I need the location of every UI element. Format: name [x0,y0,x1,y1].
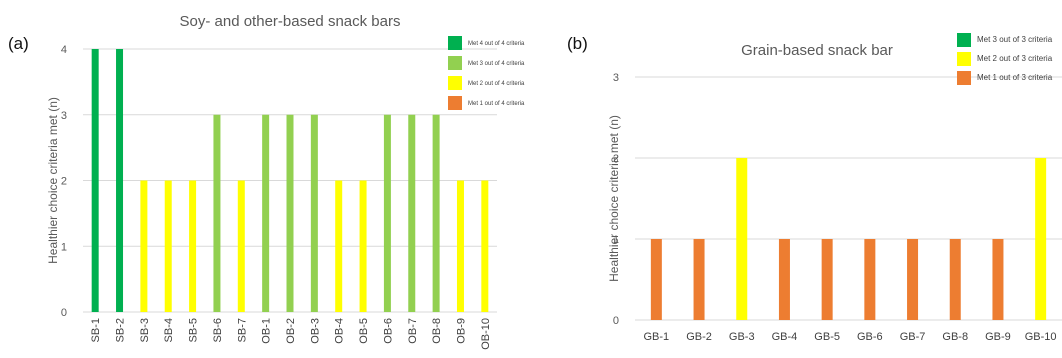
a-y-axis-label: Healthier choice criteria met (n) [46,97,60,264]
a-bar-ob-2 [286,114,294,312]
a-bar-ob-5 [359,180,367,312]
a-bar-ob-4 [335,180,343,312]
panel-label-a: (a) [8,34,29,53]
b-y-tick-label: 3 [613,72,619,84]
b-bar-gb-5 [821,239,833,320]
b-x-tick-label: GB-6 [857,331,883,343]
a-bar-sb-5 [189,180,197,312]
a-y-tick-label: 1 [61,241,67,253]
a-x-tick-label: OB-2 [285,318,297,344]
b-y-axis-label: Healthier choice criteria met (n) [607,115,621,282]
a-bar-sb-6 [213,114,221,312]
a-x-tick-label: OB-10 [480,318,492,350]
b-legend-label: Met 3 out of 3 criteria [977,35,1053,44]
b-x-tick-label: GB-3 [729,331,755,343]
a-x-tick-label: SB-5 [188,318,200,342]
a-x-tick-label: OB-8 [431,318,443,344]
b-x-tick-label: GB-2 [686,331,712,343]
b-legend-label: Met 2 out of 3 criteria [977,54,1053,63]
a-x-tick-label: OB-9 [455,318,467,344]
b-bar-gb-8 [949,239,961,320]
a-x-tick-label: SB-2 [115,318,127,342]
a-legend-swatch [448,56,462,70]
a-y-tick-label: 4 [61,44,67,56]
b-bar-gb-3 [736,158,748,320]
chart-a: Soy- and other-based snack bars 0 1 2 3 4 Heal… [46,13,525,350]
a-x-tick-label: SB-7 [236,318,248,342]
a-bar-sb-7 [237,180,245,312]
a-legend-label: Met 2 out of 4 criteria [468,81,525,87]
b-legend-swatch [957,33,971,47]
b-x-tick-label: GB-8 [942,331,968,343]
a-bar-ob-8 [432,114,440,312]
a-chart-title: Soy- and other-based snack bars [180,13,401,30]
a-legend-swatch [448,96,462,110]
b-x-tick-label: GB-10 [1025,331,1057,343]
a-legend-label: Met 1 out of 4 criteria [468,101,525,107]
a-x-tick-label: OB-3 [309,318,321,344]
a-x-tick-label: SB-1 [90,318,102,342]
a-x-tick-label: OB-4 [334,318,346,344]
a-y-tick-label: 3 [61,110,67,122]
a-bar-ob-3 [310,114,318,312]
a-x-tick-label: SB-6 [212,318,224,342]
a-x-tick-label: OB-5 [358,318,370,344]
a-bar-ob-9 [456,180,464,312]
b-x-tick-label: GB-4 [772,331,798,343]
a-bar-ob-7 [408,114,416,312]
b-y-tick-label: 2 [613,153,619,165]
b-x-tick-label: GB-7 [900,331,926,343]
a-bar-sb-4 [164,180,172,312]
b-bar-gb-7 [907,239,919,320]
a-bar-ob-6 [383,114,391,312]
a-x-tick-label: SB-4 [163,318,175,342]
b-legend-swatch [957,71,971,85]
a-bar-sb-1 [91,49,99,312]
b-bar-gb-10 [1035,158,1047,320]
a-legend-label: Met 3 out of 4 criteria [468,61,525,67]
b-legend-label: Met 1 out of 3 criteria [977,73,1053,82]
b-bar-gb-1 [650,239,662,320]
a-legend-swatch [448,36,462,50]
chart-b: Grain-based snack bar 0 1 2 3 Healthier choic… [607,33,1062,343]
a-x-tick-label: OB-1 [261,318,273,344]
b-x-tick-label: GB-9 [985,331,1011,343]
b-y-tick-label: 0 [613,315,619,327]
b-bar-gb-9 [992,239,1004,320]
b-x-tick-label: GB-1 [644,331,670,343]
a-y-tick-label: 2 [61,176,67,188]
a-x-tick-label: OB-7 [407,318,419,344]
a-bar-ob-10 [481,180,489,312]
a-bar-ob-1 [262,114,270,312]
b-chart-title: Grain-based snack bar [741,42,893,59]
a-y-tick-label: 0 [61,307,67,319]
a-x-tick-label: SB-3 [139,318,151,342]
b-bar-gb-2 [693,239,705,320]
b-x-tick-label: GB-5 [814,331,840,343]
b-bar-gb-6 [864,239,876,320]
a-legend-label: Met 4 out of 4 criteria [468,41,525,47]
b-legend-swatch [957,52,971,66]
b-bar-gb-4 [778,239,790,320]
a-bar-sb-2 [116,49,124,312]
b-y-tick-label: 1 [613,234,619,246]
a-bar-sb-3 [140,180,148,312]
panel-label-b: (b) [567,34,588,53]
a-x-tick-label: OB-6 [382,318,394,344]
a-legend-swatch [448,76,462,90]
